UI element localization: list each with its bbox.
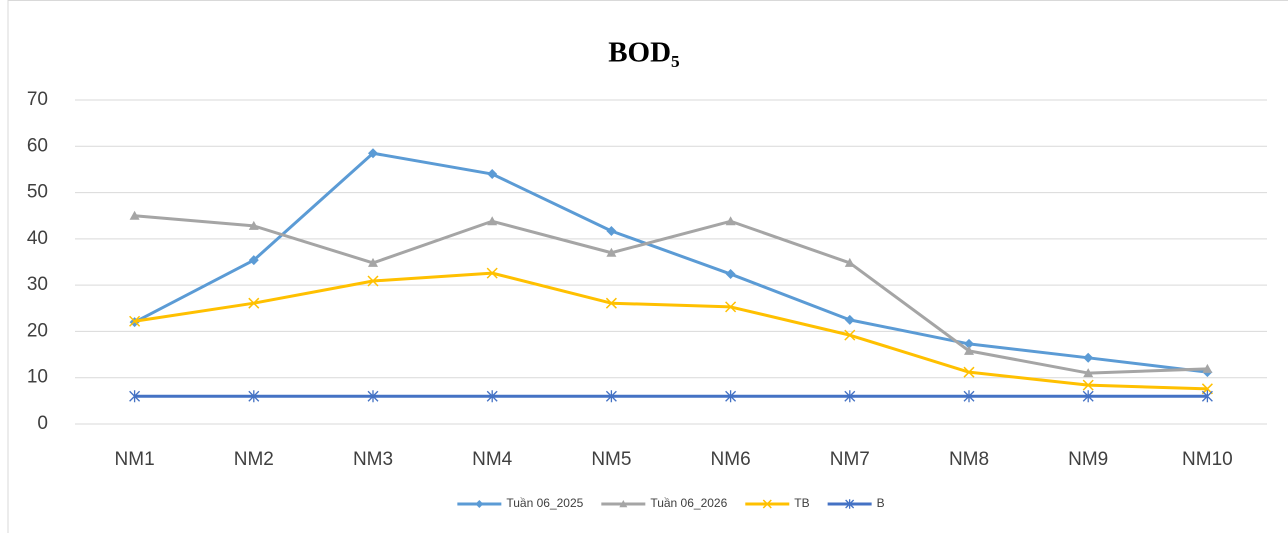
marker (486, 267, 498, 279)
marker (1082, 379, 1094, 391)
legend-marker (475, 500, 484, 508)
marker (844, 257, 855, 267)
marker (844, 329, 856, 341)
legend-label: Tuần 06_2025 (506, 496, 583, 510)
marker (1083, 368, 1094, 378)
series-line (133, 151, 1208, 374)
legend-marker (762, 499, 772, 509)
marker (606, 247, 617, 257)
marker (1202, 363, 1213, 373)
marker (487, 169, 498, 180)
marker (368, 257, 378, 267)
marker (725, 269, 736, 280)
y-tick-label: 60 (27, 135, 48, 156)
marker (963, 390, 975, 403)
marker (129, 315, 141, 327)
marker (725, 390, 737, 403)
legend-label: TB (794, 496, 809, 510)
marker (844, 314, 855, 325)
legend-marker (619, 500, 628, 508)
x-tick-label: NM6 (711, 449, 751, 470)
marker (725, 301, 737, 313)
x-tick-label: NM5 (591, 449, 631, 470)
marker (964, 338, 974, 349)
x-tick-label: NM9 (1068, 449, 1108, 470)
marker (367, 275, 379, 287)
marker (248, 255, 259, 266)
chart-frame (7, 0, 1288, 533)
marker (963, 366, 975, 378)
y-tick-label: 0 (37, 413, 48, 434)
legend: Tuần 06_2025 Tuần 06_2026 TB B (457, 496, 885, 510)
x-tick-label: NM7 (830, 449, 870, 470)
marker (725, 216, 736, 226)
legend-marker (845, 499, 855, 509)
marker (248, 297, 260, 309)
y-tick-label: 20 (27, 320, 48, 341)
marker (1082, 390, 1094, 403)
marker (248, 220, 259, 230)
marker (1083, 352, 1094, 363)
legend-label: Tuần 06_2026 (650, 496, 727, 510)
marker (964, 345, 974, 355)
y-tick-label: 10 (27, 367, 48, 388)
marker (605, 390, 617, 403)
y-tick-label: 50 (27, 182, 48, 203)
x-tick-label: NM2 (234, 449, 274, 470)
marker (129, 210, 140, 220)
x-tick-label: NM1 (115, 449, 155, 470)
x-tick-label: NM10 (1182, 449, 1233, 470)
series-line (134, 271, 1208, 391)
legend-label: B (877, 496, 885, 510)
y-tick-label: 30 (27, 274, 48, 295)
marker (605, 297, 617, 309)
marker (367, 390, 379, 403)
x-tick-label: NM3 (353, 449, 393, 470)
x-tick-label: NM8 (949, 449, 989, 470)
series-line (134, 214, 1208, 375)
y-tick-label: 70 (27, 89, 48, 110)
chart-title: BOD₅ (608, 37, 680, 69)
marker (486, 390, 498, 403)
marker (368, 148, 378, 159)
marker (606, 225, 617, 236)
x-tick-label: NM4 (472, 449, 513, 470)
marker (1201, 390, 1213, 403)
y-tick-label: 40 (27, 228, 48, 249)
marker (129, 390, 141, 403)
marker (248, 390, 260, 403)
marker (844, 390, 856, 403)
marker (487, 216, 498, 226)
